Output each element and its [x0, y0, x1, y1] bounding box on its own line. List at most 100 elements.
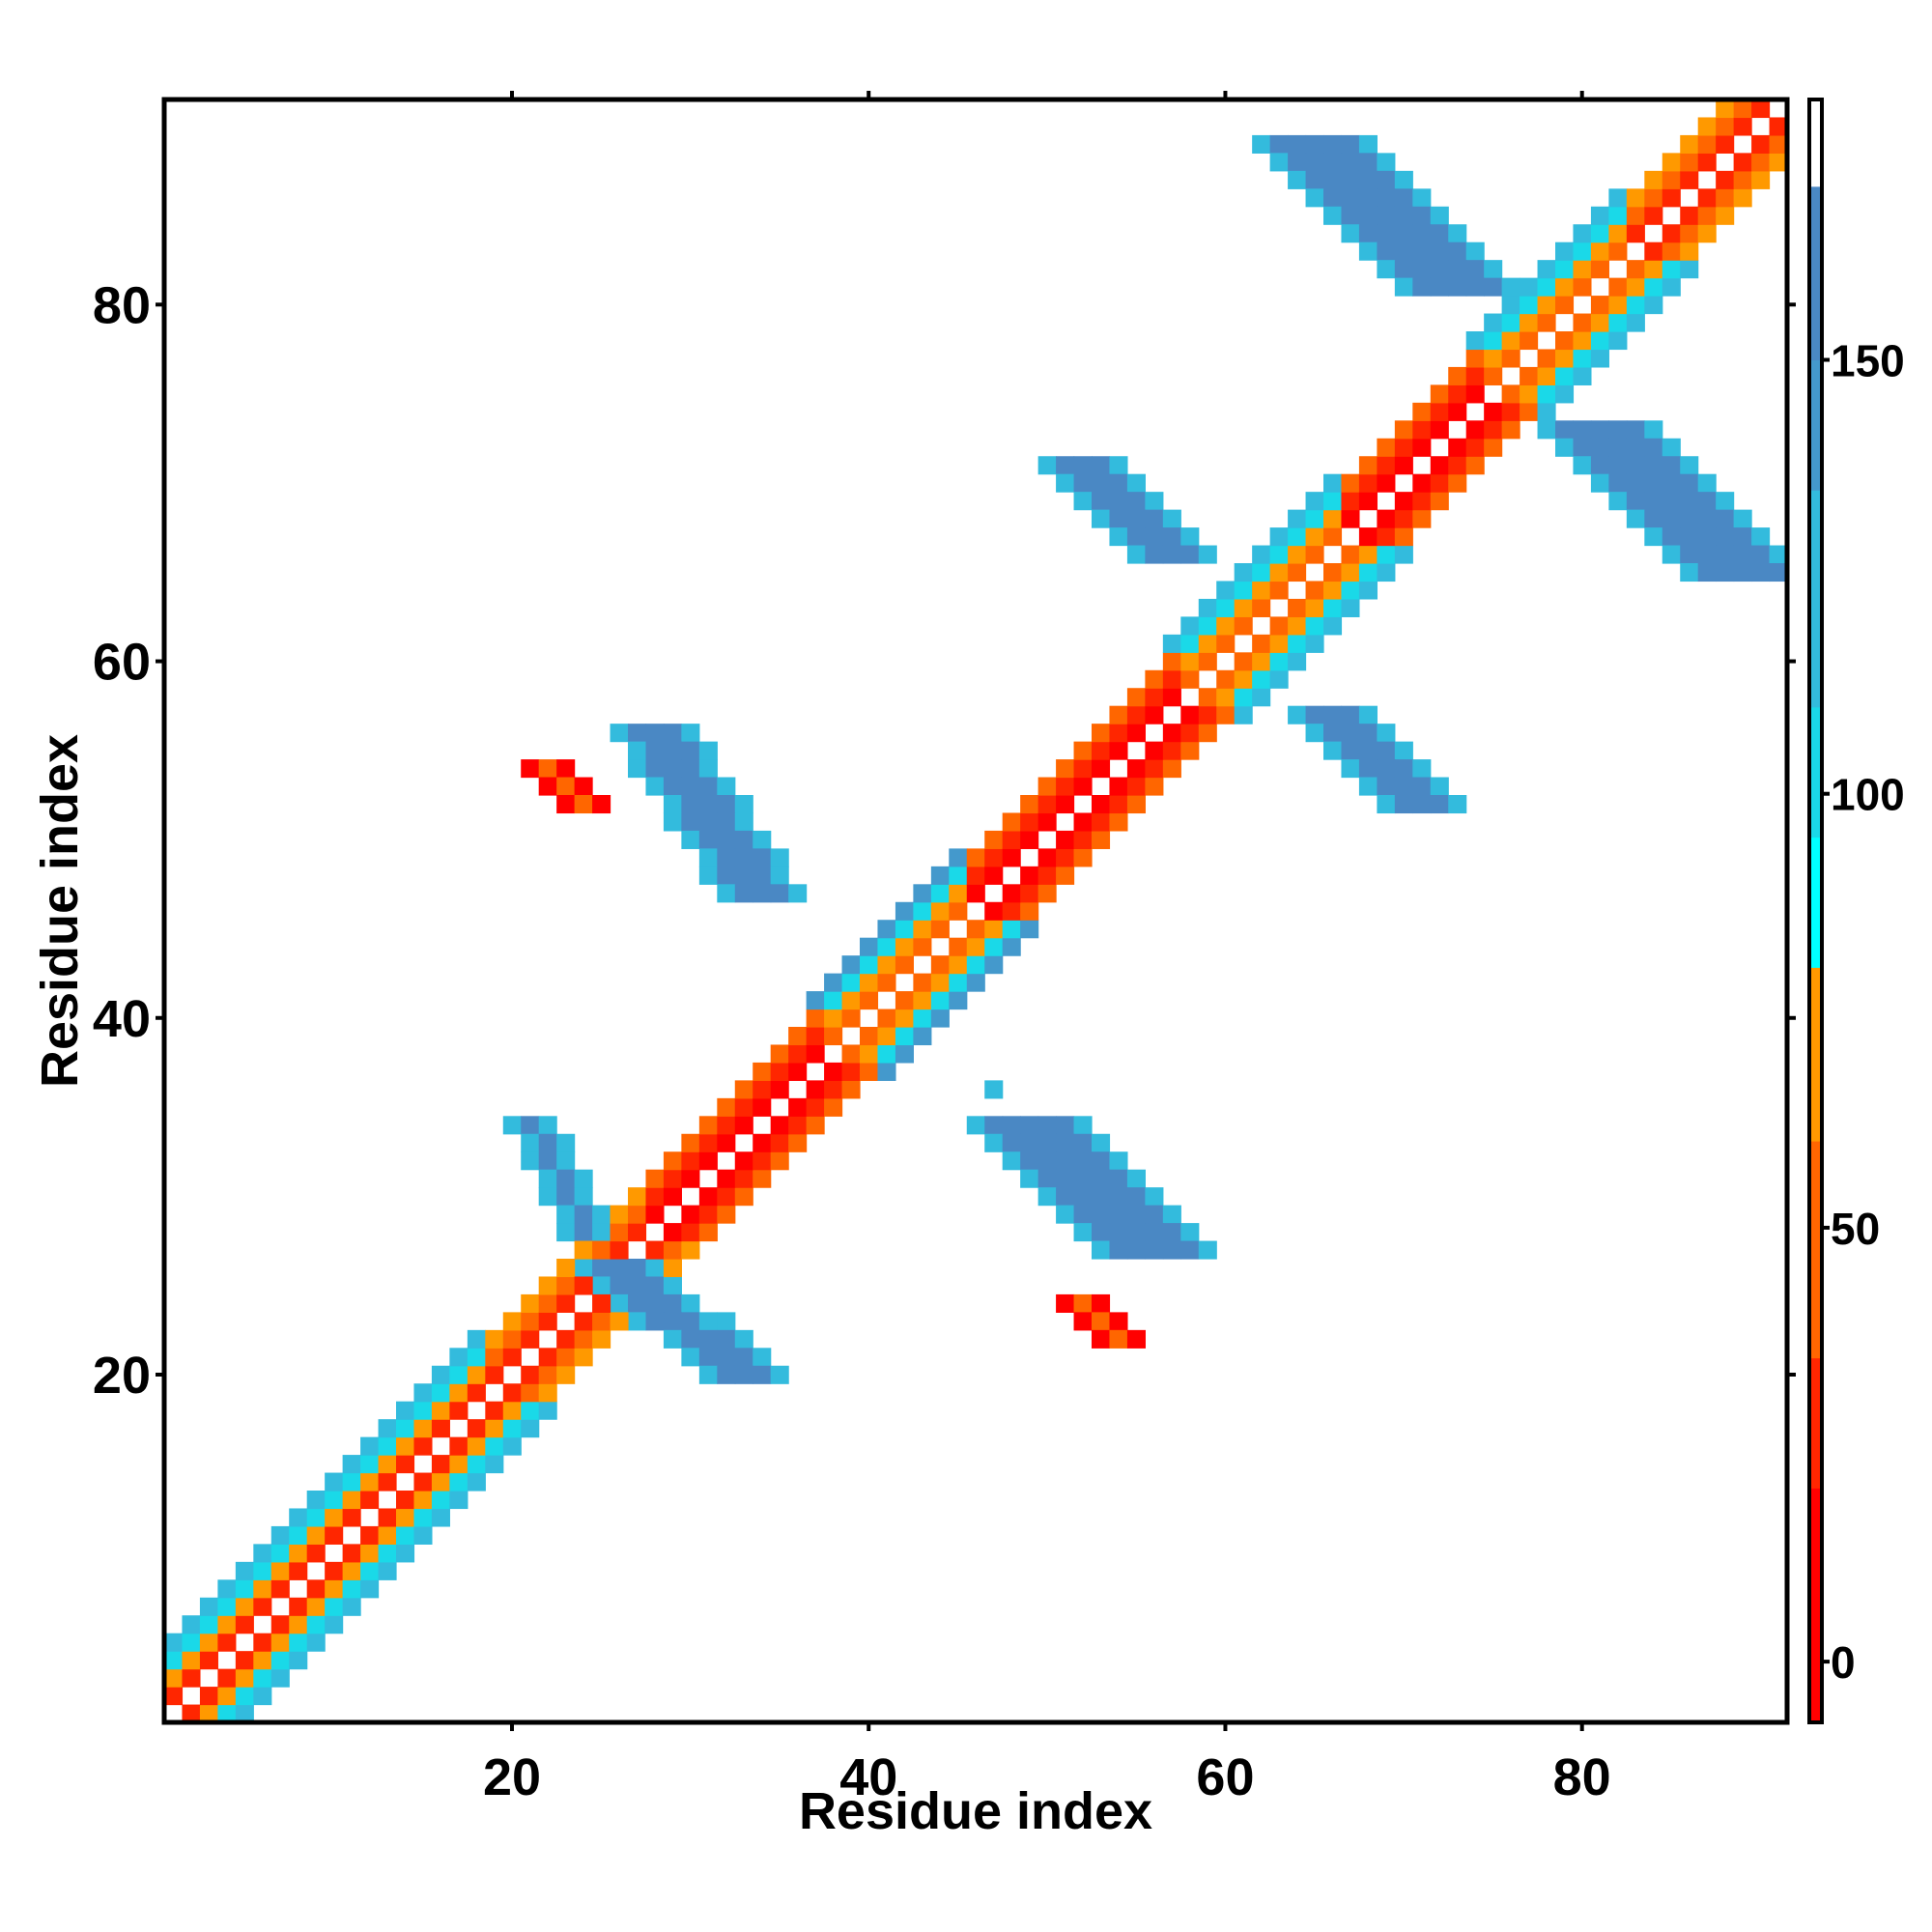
- colorbar-segment: [1809, 1488, 1822, 1723]
- heatmap-cell: [1733, 563, 1752, 582]
- heatmap-cell: [556, 1133, 576, 1152]
- heatmap-cell: [413, 1491, 433, 1510]
- heatmap-cell: [1323, 741, 1343, 760]
- heatmap-cell: [628, 1205, 647, 1224]
- heatmap-cell: [235, 1597, 254, 1616]
- heatmap-cell: [1216, 581, 1236, 600]
- heatmap-cell: [1002, 812, 1021, 832]
- heatmap-cell: [1037, 866, 1057, 885]
- heatmap-cell: [1358, 188, 1378, 208]
- heatmap-cell: [270, 1651, 290, 1670]
- heatmap-cell: [913, 920, 932, 939]
- heatmap-cell: [431, 1455, 450, 1474]
- heatmap-cell: [467, 1472, 486, 1492]
- heatmap-cell: [1126, 1187, 1146, 1207]
- heatmap-cell: [663, 1187, 682, 1207]
- heatmap-cell: [681, 1151, 700, 1171]
- heatmap-cell: [1056, 1116, 1075, 1135]
- heatmap-cell: [1252, 669, 1271, 689]
- heatmap-cell: [753, 884, 772, 903]
- heatmap-cell: [592, 1293, 611, 1313]
- heatmap-cell: [556, 1348, 576, 1367]
- heatmap-cell: [1662, 170, 1681, 189]
- heatmap-cell: [1037, 1133, 1057, 1152]
- heatmap-cell: [413, 1508, 433, 1527]
- heatmap-cell: [306, 1525, 326, 1545]
- heatmap-cell: [1377, 724, 1396, 743]
- heatmap-cell: [1412, 206, 1432, 225]
- heatmap-cell: [574, 777, 593, 796]
- heatmap-cell: [485, 1436, 504, 1456]
- colorbar-segment: [1809, 1141, 1822, 1359]
- heatmap-cell: [1323, 527, 1343, 547]
- heatmap-cell: [289, 1597, 308, 1616]
- heatmap-cell: [182, 1633, 201, 1652]
- heatmap-cell: [1662, 473, 1681, 493]
- heatmap-cell: [1269, 669, 1289, 689]
- heatmap-cell: [592, 1312, 611, 1331]
- heatmap-cell: [325, 1579, 344, 1599]
- heatmap-cell: [895, 1027, 914, 1046]
- heatmap-cell: [1092, 1205, 1111, 1224]
- heatmap-cell: [628, 759, 647, 779]
- heatmap-cell: [734, 1097, 753, 1117]
- heatmap-cell: [1145, 777, 1164, 796]
- heatmap-cell: [1252, 652, 1271, 671]
- heatmap-cell: [984, 920, 1004, 939]
- heatmap-cell: [1126, 759, 1146, 779]
- heatmap-cell: [1056, 759, 1075, 779]
- heatmap-cell: [1662, 545, 1681, 564]
- heatmap-cell: [1448, 438, 1467, 457]
- heatmap-cell: [396, 1525, 415, 1545]
- heatmap-cell: [1288, 563, 1307, 582]
- heatmap-cell: [1626, 456, 1645, 475]
- heatmap-cell: [1323, 170, 1343, 189]
- heatmap-cell: [360, 1472, 380, 1492]
- colorbar-ticks: 0 50 100 150: [1822, 336, 1905, 1688]
- heatmap-cell: [1109, 1240, 1128, 1260]
- heatmap-cell: [877, 937, 896, 956]
- heatmap-cell: [1180, 634, 1200, 653]
- heatmap-cell: [1608, 438, 1628, 457]
- heatmap-cell: [1234, 669, 1253, 689]
- heatmap-cell: [984, 1133, 1004, 1152]
- heatmap-cell: [734, 1116, 753, 1135]
- x-tick-label: 40: [839, 1748, 897, 1806]
- heatmap-cell: [413, 1436, 433, 1456]
- heatmap-cell: [753, 1133, 772, 1152]
- heatmap-cell: [698, 759, 718, 779]
- heatmap-cell: [734, 866, 753, 885]
- heatmap-cell: [663, 1329, 682, 1349]
- heatmap-cell: [681, 1205, 700, 1224]
- heatmap-cell: [717, 777, 736, 796]
- heatmap-cell: [628, 1187, 647, 1207]
- heatmap-cell: [1590, 349, 1609, 368]
- colorbar-tick-label: 100: [1831, 770, 1905, 820]
- heatmap-cell: [930, 973, 950, 992]
- heatmap-cell: [538, 1293, 557, 1313]
- heatmap-cell: [930, 901, 950, 921]
- heatmap-cell: [1394, 277, 1413, 297]
- heatmap-cell: [753, 1348, 772, 1367]
- heatmap-cell: [1590, 206, 1609, 225]
- heatmap-cell: [538, 1116, 557, 1135]
- heatmap-cell: [1484, 331, 1503, 351]
- heatmap-cell: [360, 1491, 380, 1510]
- heatmap-cell: [253, 1544, 272, 1563]
- heatmap-cell: [449, 1472, 469, 1492]
- heatmap-cell: [966, 973, 985, 992]
- heatmap-cell: [1733, 99, 1752, 119]
- heatmap-cell: [1162, 634, 1181, 653]
- heatmap-cell: [199, 1633, 218, 1652]
- heatmap-cell: [556, 1169, 576, 1188]
- heatmap-cell: [895, 991, 914, 1010]
- heatmap-cell: [895, 955, 914, 975]
- heatmap-cell: [1465, 349, 1485, 368]
- heatmap-cell: [877, 1027, 896, 1046]
- heatmap-cell: [289, 1561, 308, 1580]
- heatmap-cell: [770, 1044, 789, 1064]
- heatmap-cell: [841, 1044, 861, 1064]
- heatmap-cell: [467, 1365, 486, 1384]
- heatmap-cell: [717, 884, 736, 903]
- heatmap-cell: [1269, 527, 1289, 547]
